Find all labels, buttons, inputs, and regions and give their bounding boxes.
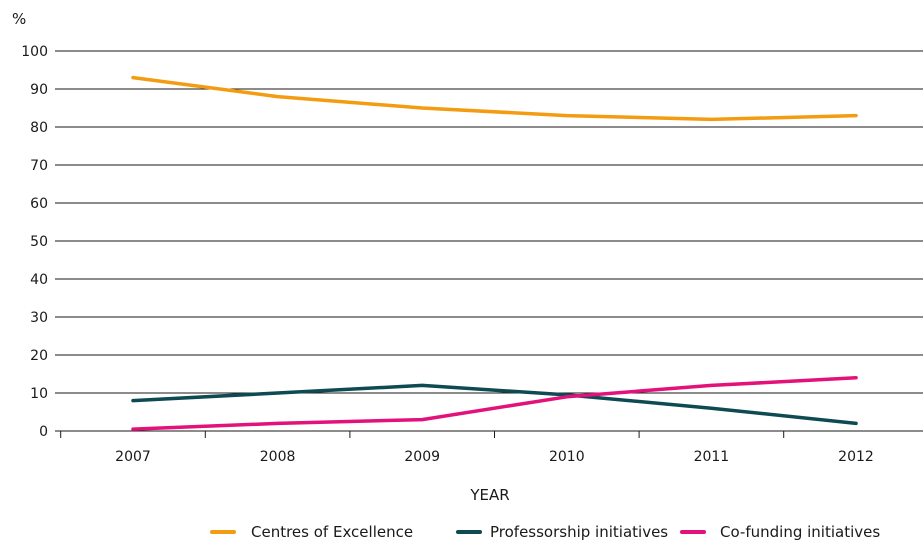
x-axis-title: YEAR [469,486,509,504]
data-point [854,421,858,425]
data-point [276,421,280,425]
data-point [420,383,424,387]
x-tick-label: 2012 [838,449,874,465]
y-tick-label: 10 [30,386,48,402]
y-tick-label: 20 [30,348,48,364]
y-tick-label: 0 [39,424,48,440]
data-point [420,418,424,422]
y-tick-label: 50 [30,234,48,250]
legend-label: Professorship initiatives [490,523,668,541]
data-point [420,106,424,110]
series-lines [131,75,858,431]
data-point [709,117,713,121]
x-tick-label: 2011 [694,449,730,465]
y-tick-label: 70 [30,158,48,174]
x-tick-label: 2010 [549,449,585,465]
x-axis-ticks: 2007 2008 2009 2010 2011 2012 [60,431,874,465]
data-point [854,376,858,380]
y-tick-label: 80 [30,120,48,136]
data-point [709,383,713,387]
y-axis-ticks: 0 10 20 30 40 50 60 70 80 90 100 [21,44,48,440]
data-point [276,391,280,395]
y-tick-label: 90 [30,82,48,98]
data-point [131,399,135,403]
x-tick-label: 2009 [404,449,440,465]
legend-label: Centres of Excellence [251,523,413,541]
data-point [276,95,280,99]
series-line [131,75,858,122]
y-tick-label: 100 [21,44,48,60]
series-line [131,376,858,431]
y-tick-label: 40 [30,272,48,288]
x-tick-label: 2008 [260,449,296,465]
y-tick-label: 30 [30,310,48,326]
legend-label: Co-funding initiatives [720,523,880,541]
data-point [131,427,135,431]
y-axis-title: % [12,10,26,28]
series-line [131,383,858,426]
gridlines [55,50,923,432]
data-point [131,76,135,80]
data-point [565,395,569,399]
data-point [709,406,713,410]
y-tick-label: 60 [30,196,48,212]
data-point [565,114,569,118]
legend: Centres of Excellence Professorship initi… [210,523,880,541]
x-tick-label: 2007 [115,449,151,465]
data-point [854,114,858,118]
